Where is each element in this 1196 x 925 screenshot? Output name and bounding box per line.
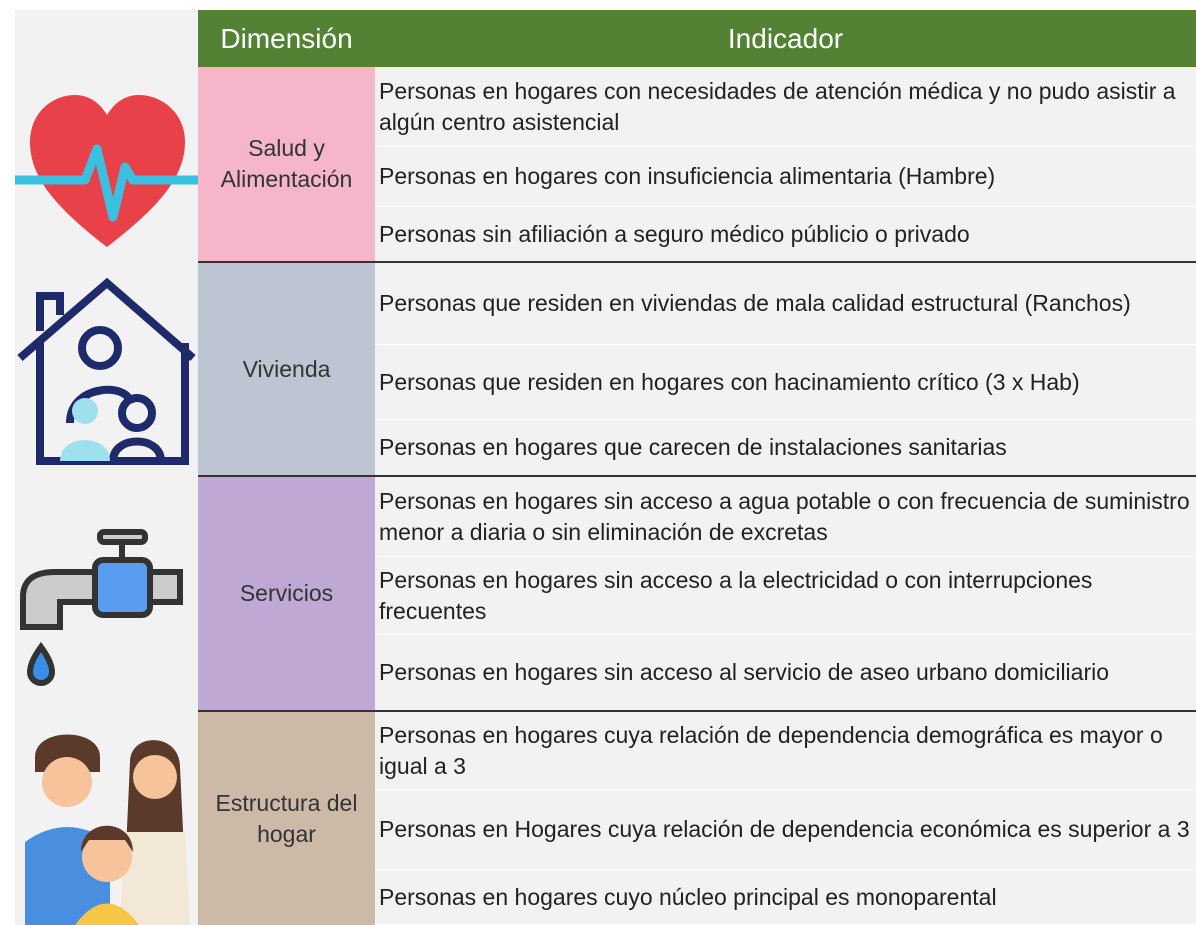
indicator-cell: Personas en hogares cuyo núcleo principa…	[375, 870, 1196, 925]
heart-icon	[15, 67, 198, 265]
dimension-cell: Vivienda	[198, 263, 375, 477]
dimension-cell: Estructura del hogar	[198, 712, 375, 925]
faucet-icon	[15, 477, 198, 714]
dimension-cell: Servicios	[198, 477, 375, 712]
corner-cell	[15, 10, 198, 67]
indicator-cell: Personas en Hogares cuya relación de dep…	[375, 790, 1196, 870]
indicator-cell: Personas en hogares con insuficiencia al…	[375, 147, 1196, 207]
indicator-cell: Personas en hogares cuya relación de dep…	[375, 712, 1196, 790]
indicator-cell: Personas en hogares sin acceso a la elec…	[375, 557, 1196, 635]
indicator-cell: Personas en hogares sin acceso a agua po…	[375, 477, 1196, 557]
header-cell: Indicador	[375, 10, 1196, 67]
dimension-cell: Salud y Alimentación	[198, 67, 375, 263]
header-cell: Dimensión	[198, 10, 375, 67]
indicator-cell: Personas que residen en hogares con haci…	[375, 345, 1196, 420]
indicator-cell: Personas que residen en viviendas de mal…	[375, 263, 1196, 345]
indicator-cell: Personas sin afiliación a seguro médico …	[375, 207, 1196, 263]
indicator-cell: Personas en hogares que carecen de insta…	[375, 420, 1196, 477]
indicator-cell: Personas en hogares con necesidades de a…	[375, 67, 1196, 147]
family-icon	[15, 712, 198, 925]
indicator-cell: Personas en hogares sin acceso al servic…	[375, 635, 1196, 712]
house-icon	[15, 263, 198, 479]
